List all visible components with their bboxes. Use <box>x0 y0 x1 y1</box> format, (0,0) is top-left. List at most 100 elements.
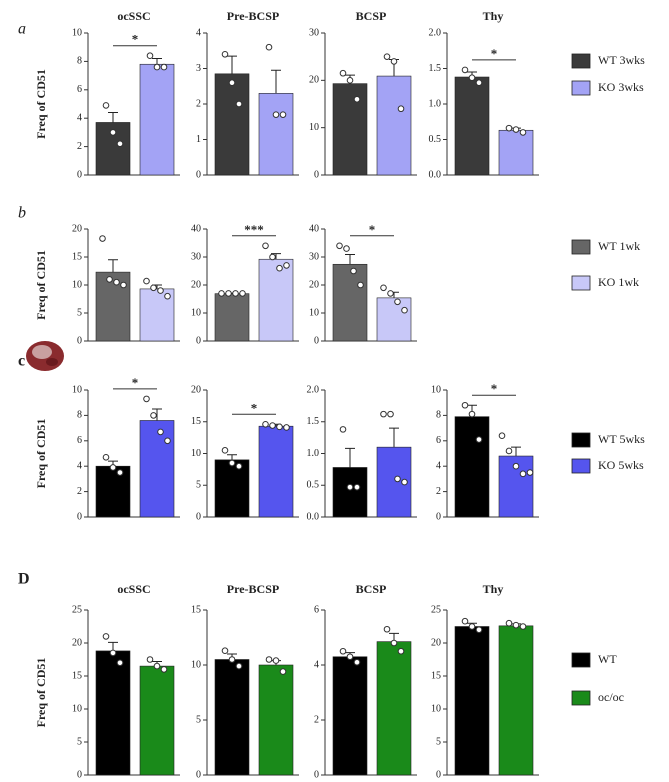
y-tick-label: 0.0 <box>429 169 442 180</box>
y-tick-label: 0 <box>196 169 201 180</box>
y-tick-label: 10 <box>72 279 82 290</box>
y-tick-label: 40 <box>309 223 319 234</box>
data-point <box>380 410 387 418</box>
y-tick-label: 0 <box>77 769 82 780</box>
data-point <box>512 126 520 133</box>
data-point <box>350 267 357 275</box>
data-point <box>272 111 280 118</box>
data-point <box>383 625 391 633</box>
legend-label: WT 1wk <box>598 239 640 253</box>
y-tick-label: 0.5 <box>429 134 442 145</box>
data-point <box>468 74 476 82</box>
panel-label: b <box>18 205 26 222</box>
data-point <box>339 426 347 433</box>
y-tick-label: 6 <box>77 84 82 95</box>
y-tick-label: 0 <box>436 511 441 522</box>
panel-label: a <box>18 21 26 38</box>
data-point <box>150 284 157 292</box>
data-point <box>116 659 124 667</box>
y-tick-label: 2 <box>77 141 82 152</box>
error-bar <box>345 253 355 265</box>
legend-label: KO 5wks <box>598 458 644 472</box>
significance-label: * <box>491 46 498 61</box>
y-tick-label: 20 <box>309 75 319 86</box>
y-tick-label: 10 <box>191 659 201 670</box>
data-point <box>283 424 290 431</box>
data-point <box>218 290 225 297</box>
legend-swatch <box>571 458 591 474</box>
data-point <box>235 462 243 470</box>
y-tick-label: 20 <box>191 384 201 395</box>
chart-title: ocSSC <box>117 9 150 23</box>
data-point <box>401 306 408 314</box>
data-point <box>269 422 276 429</box>
chart-title: ocSSC <box>117 582 150 596</box>
chart-title: BCSP <box>356 9 387 23</box>
data-point <box>276 264 283 272</box>
data-point <box>397 105 405 113</box>
y-tick-label: 4 <box>196 27 201 38</box>
bar <box>214 293 250 342</box>
y-tick-label: 0 <box>314 169 319 180</box>
y-tick-label: 0.5 <box>307 480 320 491</box>
error-bar <box>227 55 237 74</box>
y-tick-label: 10 <box>309 307 319 318</box>
bar <box>498 129 534 176</box>
y-tick-label: 2.0 <box>429 27 442 38</box>
legend-swatch <box>571 80 591 96</box>
y-tick-label: 30 <box>191 251 201 262</box>
data-point <box>397 647 405 655</box>
data-point <box>262 242 269 250</box>
bar <box>376 75 412 176</box>
significance-label: * <box>251 400 258 415</box>
significance-label: * <box>132 32 139 47</box>
y-tick-label: 4 <box>314 659 319 670</box>
y-tick-label: 1.5 <box>307 416 320 427</box>
bar <box>214 459 250 518</box>
data-point <box>346 653 354 661</box>
data-point <box>116 140 124 148</box>
y-tick-label: 2 <box>436 486 441 497</box>
data-point <box>394 475 401 483</box>
bar <box>332 467 368 518</box>
data-point <box>383 53 391 60</box>
y-tick-label: 25 <box>72 604 82 615</box>
data-point <box>512 621 520 629</box>
significance-label: * <box>491 381 498 396</box>
bar <box>258 425 294 518</box>
bar <box>332 263 368 342</box>
y-tick-label: 6 <box>436 435 441 446</box>
y-tick-label: 0 <box>77 335 82 346</box>
data-point <box>394 298 401 306</box>
data-point <box>153 662 161 670</box>
data-point <box>353 95 361 103</box>
chart-title: BCSP <box>356 582 387 596</box>
panel-label: D <box>18 571 30 588</box>
data-point <box>272 657 280 664</box>
y-tick-label: 0 <box>77 511 82 522</box>
y-tick-label: 4 <box>436 460 441 471</box>
bar <box>332 656 368 776</box>
y-tick-label: 0 <box>196 335 201 346</box>
data-point <box>102 454 110 461</box>
y-tick-label: 40 <box>191 223 201 234</box>
data-point <box>519 623 527 630</box>
legend-label: WT <box>598 652 617 666</box>
data-point <box>357 281 364 289</box>
y-tick-label: 15 <box>72 251 82 262</box>
data-point <box>346 483 354 491</box>
y-tick-label: 30 <box>309 251 319 262</box>
data-point <box>401 478 408 486</box>
legend-label: WT 3wks <box>598 53 645 67</box>
bar <box>139 63 175 176</box>
y-tick-label: 15 <box>191 416 201 427</box>
error-bar <box>271 253 281 260</box>
data-point <box>106 276 113 283</box>
y-tick-label: 8 <box>436 410 441 421</box>
bar <box>95 465 131 518</box>
y-tick-label: 0 <box>196 511 201 522</box>
y-tick-label: 25 <box>431 604 441 615</box>
y-tick-label: 10 <box>191 307 201 318</box>
y-tick-label: 20 <box>191 279 201 290</box>
data-point <box>475 436 483 443</box>
